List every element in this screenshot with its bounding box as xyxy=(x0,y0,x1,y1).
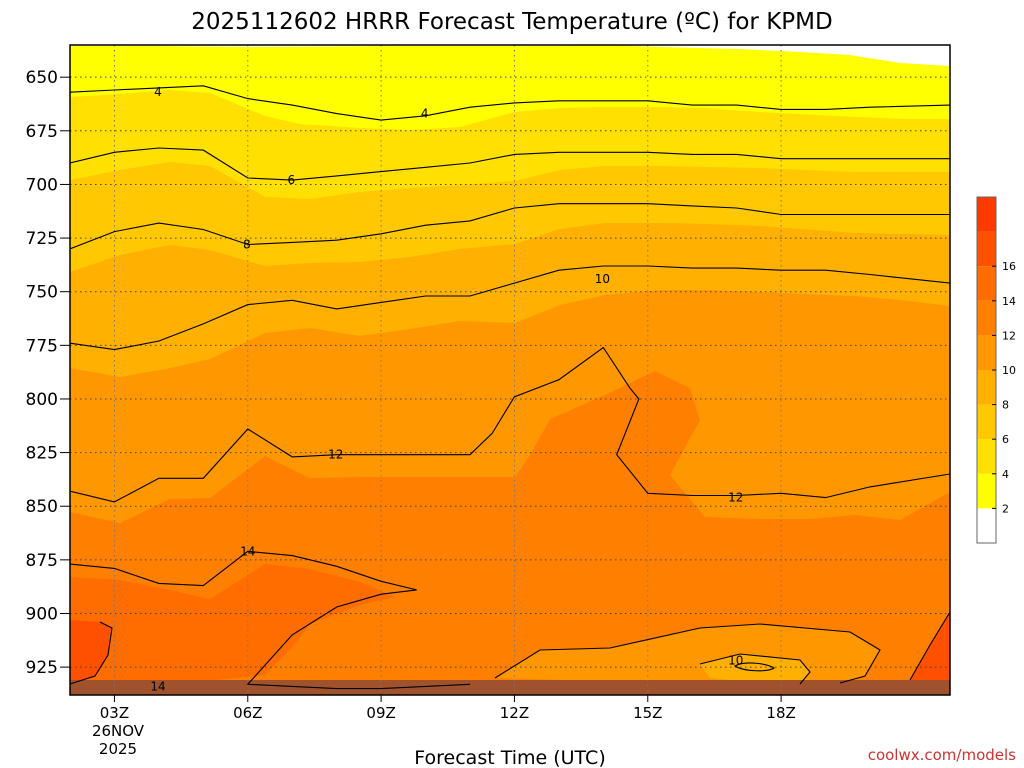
contour-label: 4 xyxy=(154,85,162,99)
x-tick-label: 03Z xyxy=(100,704,129,722)
colorbar-segment xyxy=(977,300,996,336)
colorbar-tick-label: 6 xyxy=(1002,433,1009,446)
colorbar-tick-label: 16 xyxy=(1002,260,1016,273)
y-tick-label: 675 xyxy=(26,122,58,142)
contour-line-minor xyxy=(909,611,950,681)
contour-label: 6 xyxy=(288,173,296,187)
contour-label: 12 xyxy=(728,491,743,505)
plot-frame xyxy=(69,44,951,696)
y-tick-label: 725 xyxy=(26,229,58,249)
band-cool-pocket xyxy=(700,654,810,684)
terrain xyxy=(70,680,950,695)
y-tick-label: 825 xyxy=(26,444,58,464)
chart-title: 2025112602 HRRR Forecast Temperature (ºC… xyxy=(191,9,832,35)
y-tick-label: 775 xyxy=(26,336,58,356)
contour-label: 10 xyxy=(595,272,610,286)
contour-label: 10 xyxy=(728,654,743,668)
y-axis: 650 675 700 725 750 775 800 825 850 875 900 925 xyxy=(26,68,70,678)
colorbar-tick-label: 14 xyxy=(1002,295,1016,308)
contour-label: 8 xyxy=(243,238,251,252)
x-date-line1: 26NOV xyxy=(92,722,145,740)
colorbar: 2 4 6 8 10 12 14 16 xyxy=(976,196,1016,544)
colorbar-segment xyxy=(977,404,996,440)
colorbar-segment xyxy=(977,231,996,267)
colorbar-segment xyxy=(977,335,996,370)
y-tick-label: 650 xyxy=(26,68,58,88)
colorbar-segment xyxy=(977,370,996,405)
y-tick-label: 850 xyxy=(26,497,58,517)
contour-line-12 xyxy=(70,346,950,503)
contour-label: 14 xyxy=(240,544,255,558)
band-14-16 xyxy=(70,564,395,695)
y-tick-label: 750 xyxy=(26,283,58,303)
plot-area: 4 4 6 8 10 12 12 14 14 10 xyxy=(70,45,950,695)
contour-line-minor xyxy=(733,662,775,672)
band-16-18-right xyxy=(910,612,950,684)
y-tick-label: 800 xyxy=(26,390,58,410)
contour-line-4 xyxy=(70,85,950,121)
contour-label: 12 xyxy=(328,448,343,462)
x-date-line2: 2025 xyxy=(99,740,137,758)
colorbar-tick-label: 10 xyxy=(1002,364,1016,377)
x-tick-label: 09Z xyxy=(366,704,395,722)
colorbar-tick-label: 4 xyxy=(1002,468,1009,481)
x-axis-label: Forecast Time (UTC) xyxy=(414,747,605,768)
contour-lines xyxy=(70,85,950,690)
contour-label: 4 xyxy=(421,107,429,121)
colorbar-tick-label: 2 xyxy=(1002,502,1009,515)
contour-line-minor xyxy=(70,621,113,685)
band-16-18 xyxy=(70,620,112,684)
contour-line-6 xyxy=(70,147,950,181)
x-tick-label: 06Z xyxy=(233,704,262,722)
x-tick-label: 15Z xyxy=(633,704,662,722)
contour-line-minor xyxy=(494,623,881,684)
y-tick-label: 875 xyxy=(26,551,58,571)
colorbar-segment xyxy=(977,439,996,474)
gridlines xyxy=(70,45,950,695)
colorbar-segment xyxy=(977,508,996,543)
y-tick-label: 925 xyxy=(26,658,58,678)
y-tick-label: 700 xyxy=(26,175,58,195)
contour-line-10 xyxy=(70,265,950,351)
contour-line-minor xyxy=(699,653,811,685)
colorbar-segment xyxy=(977,266,996,301)
x-tick-label: 12Z xyxy=(500,704,529,722)
contour-line-14 xyxy=(70,550,471,690)
colorbar-tick-label: 8 xyxy=(1002,399,1009,412)
y-tick-label: 900 xyxy=(26,604,58,624)
colorbar-segment xyxy=(977,197,996,232)
contour-labels: 4 4 6 8 10 12 12 14 14 10 xyxy=(150,85,743,693)
colorbar-tick-label: 12 xyxy=(1002,329,1016,342)
colorbar-segment xyxy=(977,473,996,509)
contour-label: 14 xyxy=(150,679,165,693)
x-tick-label: 18Z xyxy=(766,704,795,722)
contour-line-8 xyxy=(70,203,950,250)
x-axis: 03Z 06Z 09Z 12Z 15Z 18Z xyxy=(100,695,796,722)
credit-text: coolwx.com/models xyxy=(868,746,1016,764)
